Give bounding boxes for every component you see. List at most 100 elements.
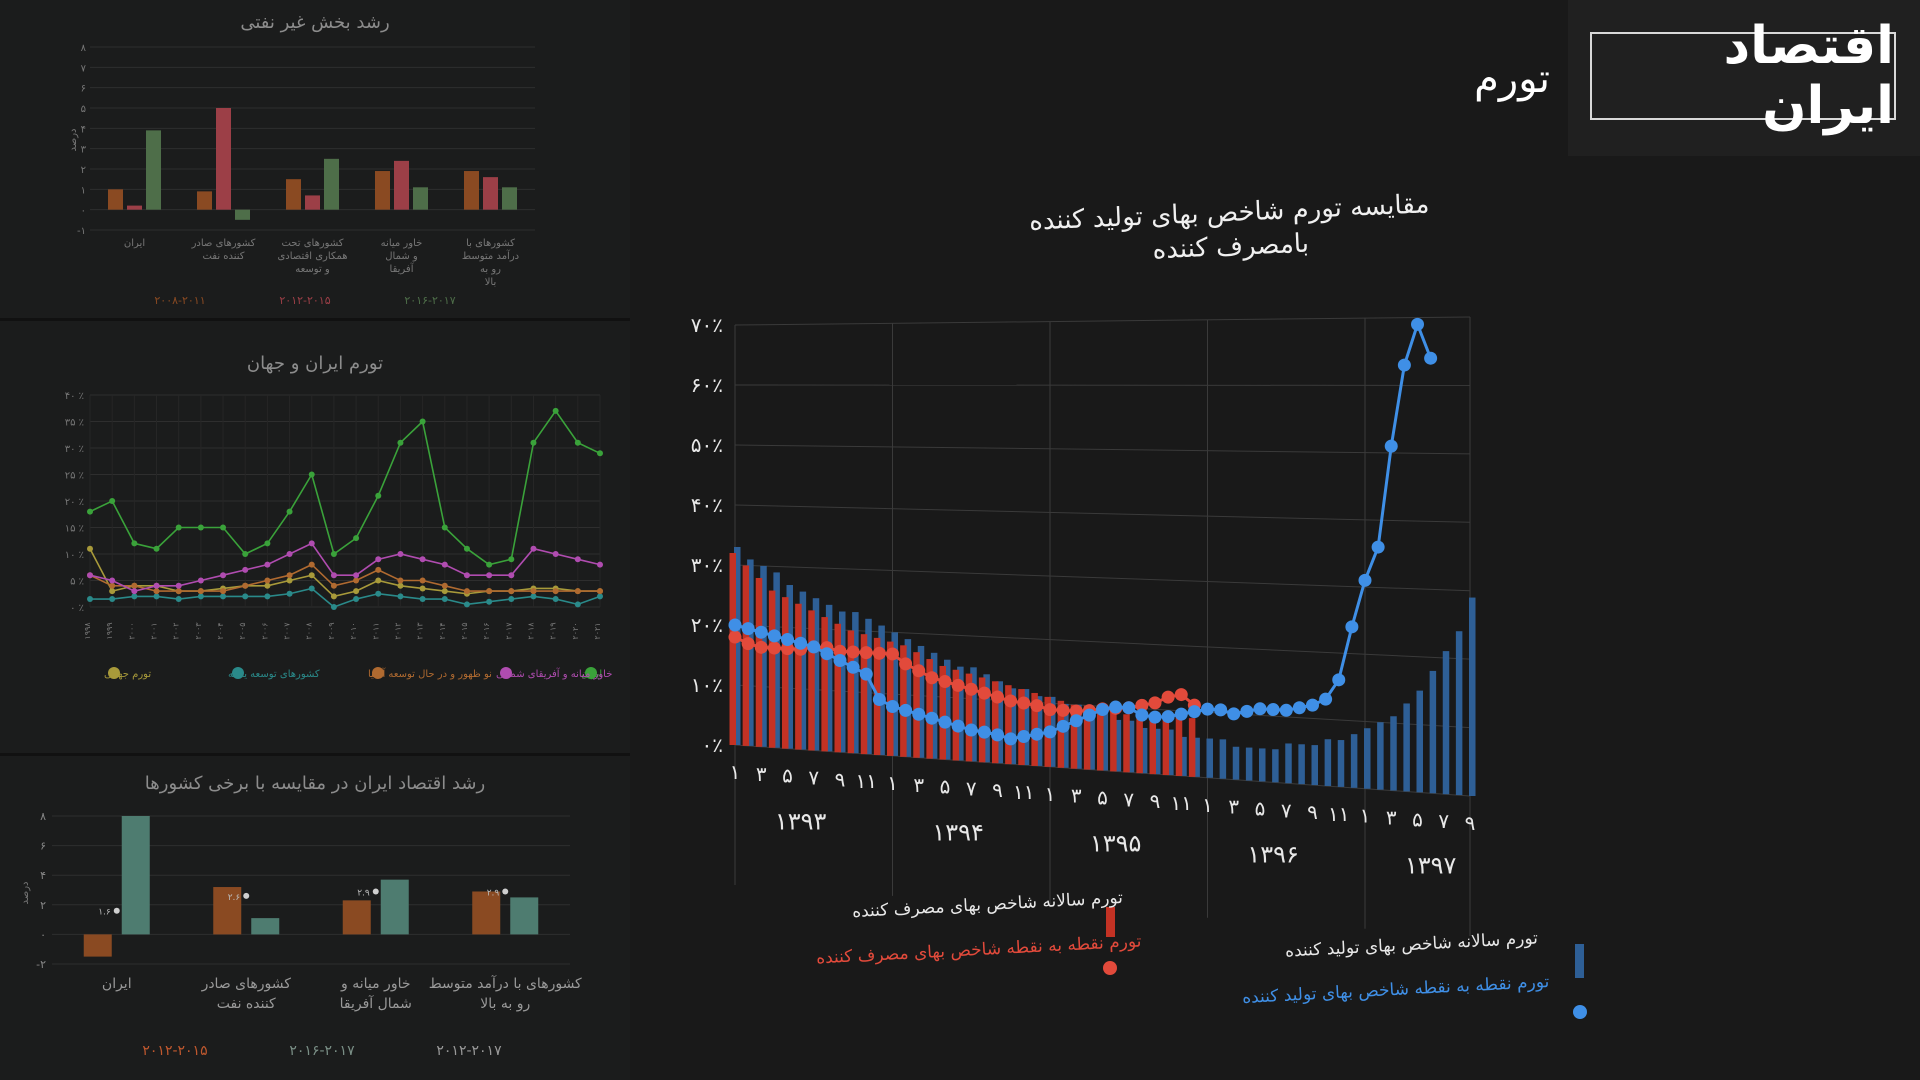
ppi-point-point [807, 640, 821, 654]
cpi-annual-bar [887, 641, 894, 756]
series-point [419, 596, 426, 603]
cpi-annual-bar [978, 677, 986, 763]
ppi-point-point [991, 728, 1004, 742]
marker-label: ۲.۶ [228, 893, 241, 903]
ppi-annual-bar [1062, 704, 1069, 768]
category-label: کشورهای با [466, 238, 515, 249]
x-tick-label: ۱۹۹۸ [83, 622, 92, 640]
bar [108, 189, 123, 210]
ppi-point-point [1292, 701, 1306, 715]
series-point [574, 601, 581, 608]
ppi-point-point [925, 711, 939, 725]
gridline [734, 444, 1471, 455]
ppi-point-point [754, 625, 768, 639]
title-box: اقتصاد ایران [1568, 0, 1920, 156]
ppi-point-point [1161, 710, 1175, 724]
cpi-annual-bar [742, 565, 750, 746]
series-point [375, 566, 382, 573]
y-tick-label: ۱۰ ٪ [65, 550, 84, 561]
category-label: آفریقا [390, 262, 415, 275]
series-point [197, 588, 204, 595]
nonoil-growth-title: رشد بخش غیر نفتی [240, 12, 390, 33]
series-point [419, 556, 426, 563]
ppi-point-point [951, 719, 965, 733]
legend-dot [500, 667, 512, 679]
series-point [486, 588, 493, 595]
ppi-annual-bar [1285, 743, 1292, 784]
category-label: کننده نفت [202, 251, 244, 262]
series-point [552, 588, 559, 595]
series-point [397, 593, 404, 600]
cpi-point-point [781, 642, 794, 656]
bar [305, 195, 320, 210]
legend-label: تورم جهانی [104, 669, 151, 680]
ppi-annual-bar [1232, 746, 1240, 780]
cpi-point-point [899, 657, 913, 671]
ppi-point-point [1253, 702, 1267, 716]
cpi-annual-bar [729, 553, 736, 745]
ppi-point-point [794, 636, 808, 650]
series-point [574, 588, 581, 595]
bar [235, 209, 250, 220]
legend-label: ۲۰۱۲-۲۰۱۵ [142, 1043, 207, 1059]
x-tick-label: ۲۰۱۹ [549, 622, 558, 639]
bar [472, 891, 501, 935]
y-tick-label: ۸ [81, 43, 87, 54]
ppi-point-point [1109, 700, 1123, 714]
bar [286, 179, 301, 210]
category-label: و توسعه [295, 264, 330, 275]
cpi-point-point [767, 641, 781, 655]
series-point [597, 588, 603, 595]
x-tick-label: ۳ [1071, 784, 1082, 808]
x-tick-label: ۵ [1412, 807, 1423, 831]
ppi-annual-bar [865, 618, 872, 755]
cpi-point-point [1069, 704, 1083, 718]
x-tick-label: ۹ [992, 778, 1003, 802]
ppi-point-point [1135, 708, 1149, 722]
ppi-annual-bar [1442, 651, 1450, 795]
series-point [264, 577, 271, 584]
cpi-point-point [964, 682, 978, 696]
ppi-annual-bar [812, 598, 820, 751]
ppi-point-point [1122, 701, 1136, 715]
bar [251, 918, 280, 935]
ppi-annual-bar [996, 681, 1003, 764]
x-tick-label: ۷ [1123, 787, 1134, 811]
gridline [734, 564, 1471, 592]
category-label: خاور میانه و [340, 976, 411, 992]
cpi-annual-bar [926, 659, 933, 759]
marker-dot [243, 892, 250, 899]
ppi-annual-bar [799, 591, 807, 750]
series-point [508, 588, 515, 595]
ppi-point-point [1096, 702, 1109, 716]
bar [324, 158, 339, 210]
marker-label: ۲.۹ [487, 888, 500, 898]
ppi-annual-bar [1075, 704, 1082, 769]
x-tick-label: ۲۰۱۳ [416, 622, 425, 640]
ppi-point-point [1319, 692, 1333, 706]
legend-dot [108, 667, 120, 679]
series-point [109, 588, 116, 595]
x-tick-label: ۱۱ [1171, 791, 1192, 815]
ppi-annual-bar [1193, 737, 1200, 777]
gridline [734, 504, 1471, 523]
series-point [530, 593, 537, 600]
series-line [89, 409, 601, 566]
y-tick-label: ۶ [40, 840, 46, 853]
ppi-point-point [938, 715, 952, 729]
bar [510, 897, 539, 935]
bar [394, 160, 409, 210]
ppi-annual-bar [1206, 738, 1213, 778]
ppi-annual-bar [1127, 720, 1135, 773]
series-point [419, 418, 426, 425]
x-tick-label: ۲۰۱۲ [393, 622, 402, 639]
ppi-annual-bar [773, 572, 780, 748]
cpi-annual-bar [1097, 709, 1104, 771]
x-tick-label: ۲۰۱۸ [526, 622, 535, 640]
ppi-annual-bar [1245, 747, 1253, 781]
cpi-point-point [951, 678, 965, 692]
ppi-point-point [1069, 714, 1083, 728]
x-tick-label: ۱۹۹۹ [105, 622, 114, 639]
y-tick-label: ۶ [81, 84, 86, 95]
ppi-point-point [899, 703, 913, 717]
